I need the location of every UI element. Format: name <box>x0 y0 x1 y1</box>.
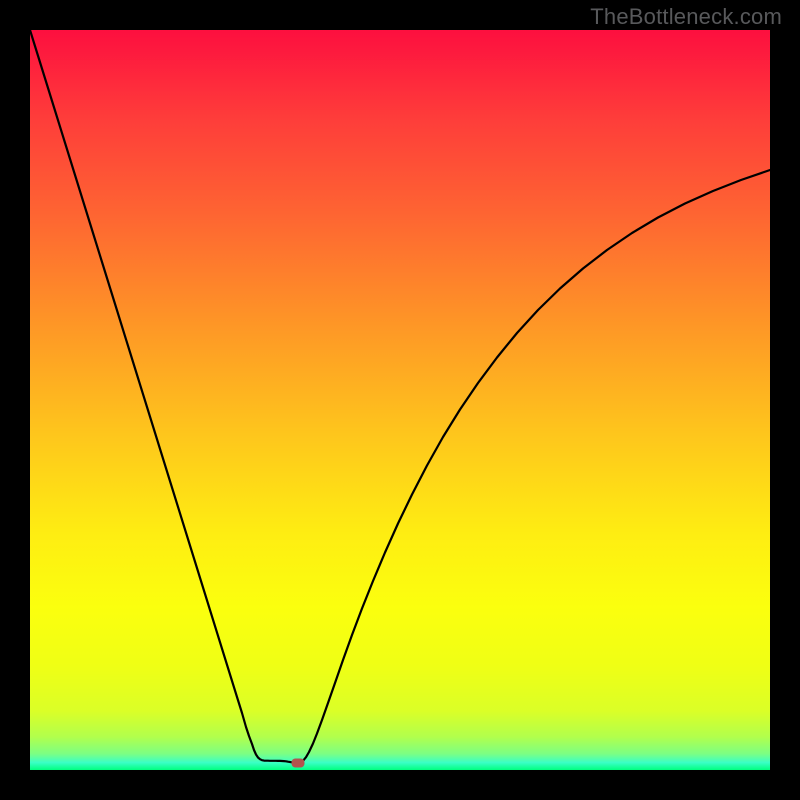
optimum-marker <box>292 759 305 768</box>
plot-svg <box>30 30 770 770</box>
chart-frame: TheBottleneck.com <box>0 0 800 800</box>
bottleneck-plot <box>30 30 770 770</box>
watermark-text: TheBottleneck.com <box>590 4 782 30</box>
plot-background <box>30 30 770 770</box>
